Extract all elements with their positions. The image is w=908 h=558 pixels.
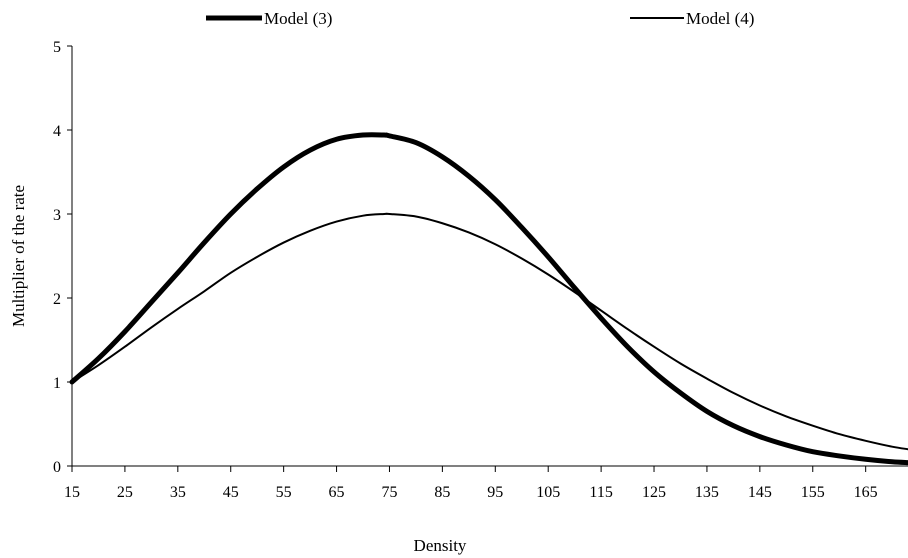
x-tick-label: 75 [381,484,397,501]
series-line-model-3 [69,132,908,466]
x-tick-label: 155 [801,484,825,501]
y-ticks: 0 1 2 3 4 5 [53,39,72,476]
legend: Model (3) Model (4) [206,9,754,28]
x-tick-label: 55 [276,484,292,501]
x-tick-label: 125 [642,484,666,501]
x-tick-label: 95 [487,484,503,501]
axes [71,46,908,467]
x-tick-label: 105 [536,484,560,501]
x-tick-label: 165 [854,484,878,501]
legend-label-model-4: Model (4) [686,9,754,28]
y-tick-label: 3 [53,207,61,224]
y-tick-label: 2 [53,291,61,308]
legend-label-model-3: Model (3) [264,9,332,28]
x-tick-label: 45 [223,484,239,501]
x-tick-label: 35 [170,484,186,501]
x-tick-label: 145 [748,484,772,501]
series-line-model-4 [71,212,908,451]
series-layer [69,132,908,466]
y-tick-label: 1 [53,375,61,392]
x-tick-label: 85 [434,484,450,501]
x-tick-label: 15 [64,484,80,501]
x-axis-title: Density [414,536,467,555]
x-ticks: 15 25 35 45 55 65 75 85 95 105 115 125 135 145 155 165 [64,466,878,501]
y-tick-label: 4 [53,123,61,140]
x-tick-label: 135 [695,484,719,501]
x-tick-label: 25 [117,484,133,501]
y-axis-title: Multiplier of the rate [9,185,28,327]
y-tick-label: 5 [53,39,61,56]
x-tick-label: 115 [589,484,612,501]
x-tick-label: 65 [329,484,345,501]
y-tick-label: 0 [53,459,61,476]
